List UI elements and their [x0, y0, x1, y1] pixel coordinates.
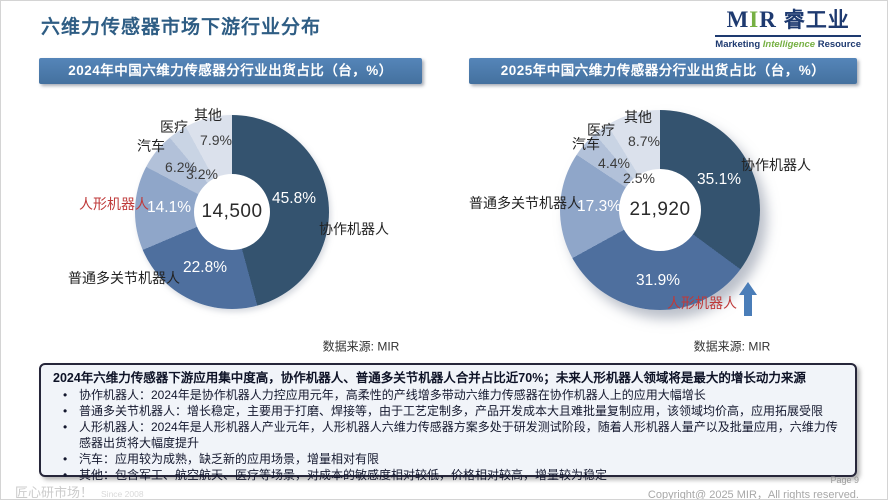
pct-label-collab-2024: 45.8%	[272, 190, 316, 207]
summary-bullet-text: 普通多关节机器人：增长稳定，主要用于打磨、焊接等，由于工艺定制多，产品开发成本大…	[79, 404, 824, 418]
cat-label-humanoid-2025: 人形机器人	[667, 295, 737, 311]
donut-chart-2024: 14,500	[135, 115, 329, 309]
chart-header-2024: 2024年中国六维力传感器分行业出货占比（台，%）	[39, 58, 422, 84]
summary-bullet-multijoint: • 普通多关节机器人：增长稳定，主要用于打磨、焊接等，由于工艺定制多，产品开发成本…	[53, 403, 841, 419]
logo-cn-text: 睿工业	[776, 9, 850, 32]
summary-headline: 2024年六维力传感器下游应用集中度高，协作机器人、普通多关节机器人合并占比近7…	[53, 371, 806, 385]
cat-label-multijoint-2025: 普通多关节机器人	[469, 195, 581, 211]
source-label-2025: 数据来源: MIR	[693, 339, 771, 354]
summary-bullet-text: 协作机器人：2024年是协作机器人力控应用元年，高柔性的产线增多带动六维力传感器…	[79, 388, 706, 402]
cat-label-other-2025: 其他	[624, 109, 652, 125]
footer-page-number: Page 9	[830, 475, 859, 485]
summary-bullet-humanoid: • 人形机器人：2024年是人形机器人产业元年，人形机器人六维力传感器方案多处于研…	[53, 419, 841, 451]
pct-label-multijoint-2025: 17.3%	[577, 198, 621, 215]
cat-label-collab-2025: 协作机器人	[741, 157, 811, 173]
chart-header-2025: 2025年中国六维力传感器分行业出货占比（台，%）	[469, 58, 857, 84]
logo-tag-intelligence: Intelligence	[762, 39, 816, 50]
pct-label-medical-2025: 2.5%	[623, 170, 655, 186]
summary-bullet-text: 其他：包含军工、航空航天、医疗等场景，对成本的敏感度相对较低，价格相对较高，增量…	[79, 468, 608, 482]
footer-watermark: 匠心研市场！ Since 2008	[15, 482, 144, 500]
summary-bullet-text: 汽车：应用较为成熟，缺乏新的应用场景，增量相对有限	[79, 452, 380, 466]
source-label-2024: 数据来源: MIR	[322, 339, 400, 354]
pct-label-medical-2024: 3.2%	[186, 166, 218, 182]
mir-logo: MIR 睿工业 Marketing Intelligence Resource	[715, 8, 861, 51]
logo-tag-resource: Resource	[815, 39, 861, 50]
growth-up-arrow-icon	[739, 282, 757, 316]
logo-letter-m: M	[726, 7, 750, 32]
pct-label-humanoid-2025: 31.9%	[636, 272, 680, 289]
cat-label-multijoint-2024: 普通多关节机器人	[68, 270, 180, 286]
watermark-text: 匠心研市场！	[15, 485, 94, 500]
donut-hole-2024: 14,500	[194, 174, 270, 250]
bullet-dot-icon: •	[63, 420, 68, 434]
donut-hole-2025: 21,920	[619, 169, 701, 251]
page-title: 六维力传感器市场下游行业分布	[41, 17, 322, 38]
cat-label-auto-2025: 汽车	[572, 136, 600, 152]
cat-label-collab-2024: 协作机器人	[319, 221, 389, 237]
watermark-since: Since 2008	[101, 489, 144, 499]
summary-box: 2024年六维力传感器下游应用集中度高，协作机器人、普通多关节机器人合并占比近7…	[39, 363, 857, 482]
donut-chart-2025: 21,920	[560, 110, 760, 310]
pct-label-humanoid-2024: 14.1%	[147, 199, 191, 216]
bullet-dot-icon: •	[63, 404, 68, 418]
logo-wordmark: MIR 睿工业	[715, 8, 861, 37]
cat-label-other-2024: 其他	[194, 107, 222, 123]
summary-bullet-text: 人形机器人：2024年是人形机器人产业元年，人形机器人六维力传感器方案多处于研发…	[79, 420, 838, 450]
bullet-dot-icon: •	[63, 468, 68, 482]
footer-copyright: Copyright@ 2025 MIR，All rights reserved.	[647, 489, 859, 500]
pct-label-auto-2024: 6.2%	[165, 159, 197, 175]
logo-tagline: Marketing Intelligence Resource	[715, 38, 861, 51]
logo-tag-marketing: Marketing	[715, 39, 763, 50]
summary-bullet-collab: • 协作机器人：2024年是协作机器人力控应用元年，高柔性的产线增多带动六维力传感…	[53, 387, 841, 403]
cat-label-auto-2024: 汽车	[137, 138, 165, 154]
pct-label-auto-2025: 4.4%	[598, 155, 630, 171]
summary-bullet-other: • 其他：包含军工、航空航天、医疗等场景，对成本的敏感度相对较低，价格相对较高，增…	[53, 467, 841, 483]
logo-letter-r: R	[759, 7, 777, 32]
bullet-dot-icon: •	[63, 452, 68, 466]
center-total-2024: 14,500	[201, 201, 263, 222]
cat-label-humanoid-2024: 人形机器人	[79, 196, 149, 212]
pct-label-other-2025: 8.7%	[628, 133, 660, 149]
cat-label-medical-2025: 医疗	[587, 122, 615, 138]
center-total-2025: 21,920	[629, 199, 691, 220]
logo-letter-i: I	[749, 7, 760, 32]
pct-label-other-2024: 7.9%	[200, 132, 232, 148]
cat-label-medical-2024: 医疗	[160, 119, 188, 135]
pct-label-collab-2025: 35.1%	[697, 171, 741, 188]
summary-bullet-auto: • 汽车：应用较为成熟，缺乏新的应用场景，增量相对有限	[53, 451, 841, 467]
bullet-dot-icon: •	[63, 388, 68, 402]
pct-label-multijoint-2024: 22.8%	[183, 259, 227, 276]
